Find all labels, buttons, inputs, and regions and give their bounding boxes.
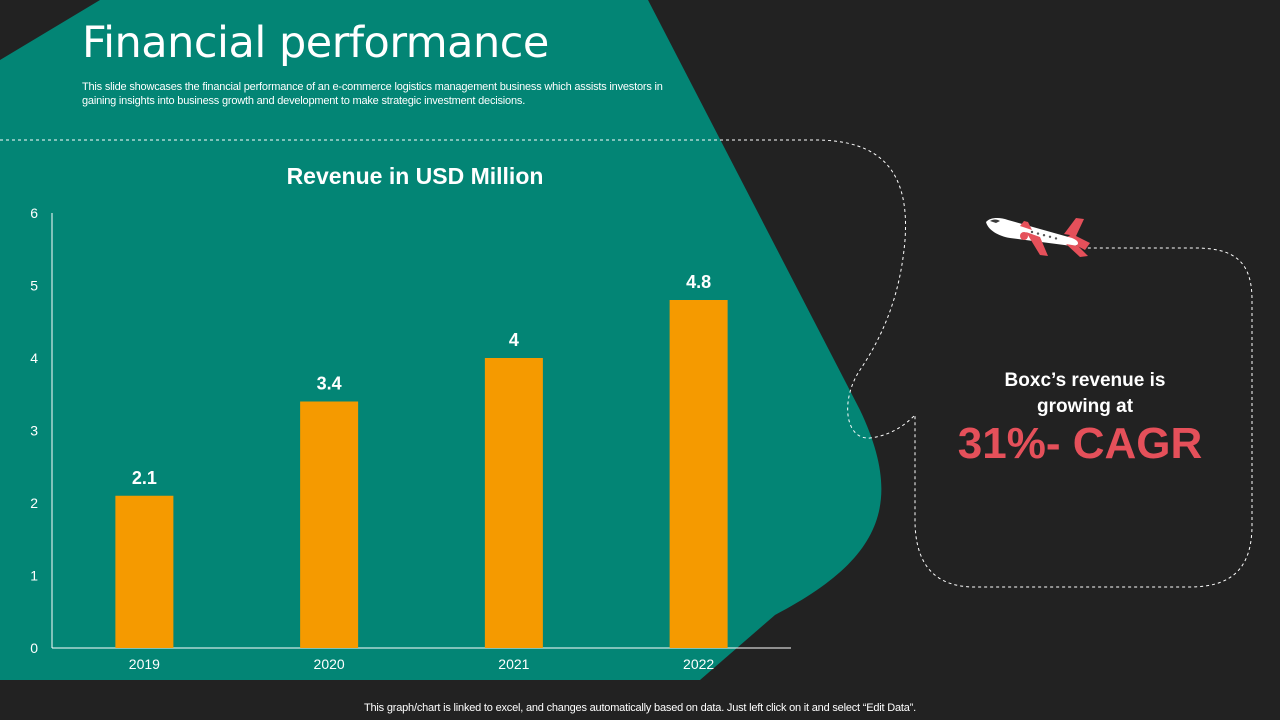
bars [115,300,728,648]
bar-value-label: 3.4 [317,374,342,394]
dark-corner-triangle [0,0,100,60]
y-tick-label: 1 [30,568,38,584]
bar-2021 [484,358,543,648]
y-axis-labels: 0 1 2 3 4 5 6 [30,205,38,656]
callout-line-2: growing at [1036,396,1134,417]
bar-value-label: 4 [509,330,519,350]
callout-text: Boxc’s revenue is growing at [930,368,1240,420]
bar-2020 [300,401,359,648]
x-tick-label: 2022 [683,656,714,672]
bar-value-label: 2.1 [132,468,157,488]
y-tick-label: 0 [30,640,38,656]
bar-value-label: 4.8 [686,272,711,292]
x-axis-labels: 2019 2020 2021 2022 [129,656,715,672]
y-tick-label: 3 [30,423,38,439]
bar-2019 [115,495,174,648]
page-title: Financial performance [82,18,549,68]
y-tick-label: 2 [30,495,38,511]
x-tick-label: 2021 [498,656,529,672]
x-tick-label: 2020 [314,656,345,672]
bar-value-labels: 2.1 3.4 4 4.8 [132,272,711,488]
callout-line-1: Boxc’s revenue is [1004,370,1166,391]
y-tick-label: 5 [30,278,38,294]
teal-shape [0,0,882,680]
cagr-highlight: 31%- CAGR [957,419,1203,468]
page-subtitle: This slide showcases the financial perfo… [82,81,663,107]
chart-title: Revenue in USD Million [287,163,544,189]
y-tick-label: 6 [30,205,38,221]
bar-2022 [669,300,728,648]
footer-note: This graph/chart is linked to excel, and… [364,702,916,714]
dashed-connector-line [0,139,1253,588]
revenue-bar-chart: Revenue in USD Million 0 1 2 3 4 5 6 2.1 3.4 4 4.… [30,163,791,672]
x-tick-label: 2019 [129,656,160,672]
y-tick-label: 4 [30,350,38,366]
airplane-icon [986,217,1090,257]
